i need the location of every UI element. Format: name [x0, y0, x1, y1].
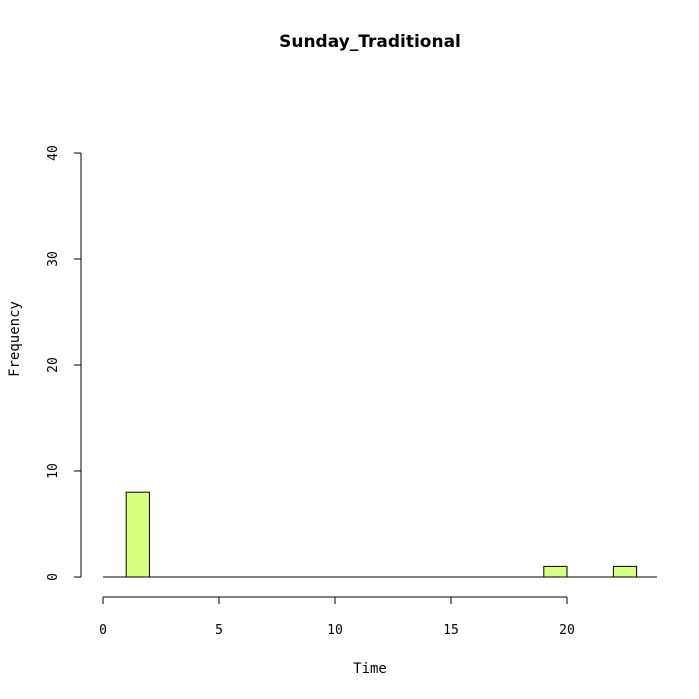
y-tick-label: 30 — [46, 251, 61, 267]
x-tick-label: 5 — [215, 623, 223, 638]
x-tick-label: 0 — [99, 623, 107, 638]
histogram-bar — [543, 565, 568, 578]
histogram-bar — [612, 565, 638, 578]
y-tick-label: 10 — [46, 463, 61, 479]
x-tick-label: 10 — [327, 623, 343, 638]
bars-group — [125, 491, 638, 578]
y-tick-label: 40 — [46, 145, 61, 161]
chart-title: Sunday_Traditional — [279, 32, 461, 52]
x-tick-label: 15 — [443, 623, 459, 638]
x-axis: 0 5 10 15 20 — [99, 596, 575, 638]
y-tick-label: 0 — [46, 573, 61, 581]
y-axis-label: Frequency — [7, 301, 23, 377]
x-tick-label: 20 — [559, 623, 575, 638]
x-axis-label: Time — [353, 661, 387, 677]
y-tick-label: 20 — [46, 357, 61, 373]
histogram-bar — [125, 491, 150, 578]
y-axis: 0 10 20 30 40 — [46, 145, 82, 581]
